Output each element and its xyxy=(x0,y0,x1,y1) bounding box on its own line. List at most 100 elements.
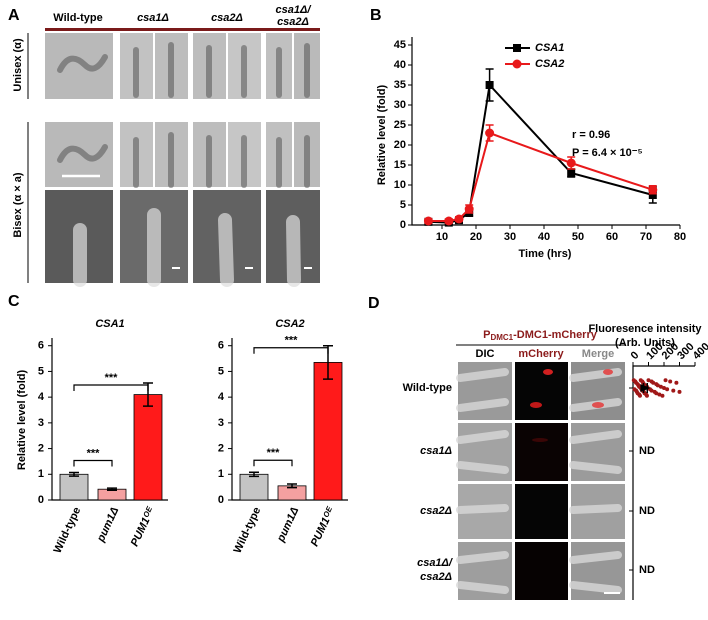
value-label: ND xyxy=(639,564,655,576)
dot xyxy=(654,391,659,396)
y-tick-label: 5 xyxy=(400,199,406,211)
x-axis-label: Time (hrs) xyxy=(519,248,572,260)
chart-title: CSA2 xyxy=(275,318,304,330)
significance-bracket xyxy=(73,459,113,467)
x-tick-label: 40 xyxy=(538,231,550,243)
y-tick-label: 0 xyxy=(38,494,44,506)
y-tick-label: 3 xyxy=(38,417,44,429)
dot xyxy=(677,389,682,394)
row-label: Bisex (α × a) xyxy=(12,172,24,237)
column-label: csa1Δ/ xyxy=(276,4,313,16)
x-tick-label: Wild-type xyxy=(232,505,264,555)
x-tick-label: 60 xyxy=(606,231,618,243)
panel-d-images xyxy=(456,344,626,600)
legend-marker xyxy=(513,44,521,52)
y-axis-label: Relative level (fold) xyxy=(16,370,28,471)
y-tick-label: 20 xyxy=(394,139,406,151)
column-label: Merge xyxy=(582,348,614,360)
marker xyxy=(444,216,454,226)
significance-label: *** xyxy=(267,447,281,459)
micrograph xyxy=(45,33,113,99)
value-label: ND xyxy=(639,445,655,457)
significance-label: *** xyxy=(105,372,119,384)
y-tick-label: 15 xyxy=(394,159,406,171)
bar xyxy=(313,362,343,501)
construct-name: -DMC1-mCherry xyxy=(513,329,598,341)
dot xyxy=(655,383,660,388)
dot xyxy=(658,384,663,389)
mcherry-image xyxy=(515,542,568,600)
y-tick-label: 1 xyxy=(38,468,44,480)
column-label: DIC xyxy=(476,348,495,360)
header-rule xyxy=(45,28,320,31)
legend-label: CSA1 xyxy=(535,42,564,54)
row-label: csa2Δ xyxy=(420,571,452,583)
panel-a-images xyxy=(45,28,320,287)
annotation: r = 0.96 xyxy=(572,129,610,141)
marker xyxy=(454,214,464,224)
panel-letter: C xyxy=(8,293,20,310)
y-tick-label: 40 xyxy=(394,59,406,71)
column-label: csa2Δ xyxy=(211,12,243,24)
column-label: mCherry xyxy=(518,348,564,360)
marker xyxy=(566,158,576,168)
dot xyxy=(651,380,656,385)
dot xyxy=(662,386,666,390)
marker xyxy=(423,216,433,226)
y-axis-label: Relative level (fold) xyxy=(376,85,388,186)
y-tick-label: 4 xyxy=(218,391,225,403)
significance-bracket xyxy=(73,384,149,391)
chart-title: CSA1 xyxy=(95,318,124,330)
panel-letter: D xyxy=(368,295,380,312)
value-label: ND xyxy=(639,505,655,517)
y-tick-label: 45 xyxy=(394,39,406,51)
bar xyxy=(59,473,89,501)
x-tick-label: 400 xyxy=(691,341,708,362)
dot xyxy=(660,393,665,398)
column-label: csa2Δ xyxy=(277,16,309,28)
y-tick-label: 6 xyxy=(218,340,224,352)
x-tick-label: 10 xyxy=(436,231,448,243)
marker xyxy=(648,185,658,195)
mcherry-image xyxy=(515,423,568,481)
row-label: csa2Δ xyxy=(420,505,452,517)
marker xyxy=(485,128,495,138)
column-label: csa1Δ xyxy=(137,12,169,24)
dot xyxy=(674,380,679,385)
x-tick-label: 20 xyxy=(470,231,482,243)
bar xyxy=(239,473,269,501)
panel-letter: B xyxy=(370,7,382,24)
y-tick-label: 2 xyxy=(218,442,224,454)
x-tick-label: 50 xyxy=(572,231,584,243)
chart-subtitle: (Arb. Units) xyxy=(615,337,675,349)
y-tick-label: 30 xyxy=(394,99,406,111)
column-label: Wild-type xyxy=(53,12,102,24)
significance-label: *** xyxy=(87,447,101,459)
legend-marker xyxy=(512,59,522,69)
marker xyxy=(464,204,474,214)
error-bar xyxy=(249,471,259,478)
error-bar xyxy=(287,483,297,489)
dot xyxy=(663,378,668,383)
marker xyxy=(485,81,494,89)
panel-letter: A xyxy=(8,7,20,24)
significance-bracket xyxy=(253,459,293,467)
error-bar xyxy=(69,471,79,477)
mean-marker xyxy=(640,384,651,392)
row-label: csa1Δ xyxy=(420,445,452,457)
x-tick-label: pum1Δ xyxy=(275,505,302,544)
y-tick-label: 10 xyxy=(394,179,406,191)
x-tick-label: Wild-type xyxy=(52,505,84,555)
y-tick-label: 5 xyxy=(218,365,224,377)
dot xyxy=(671,388,676,393)
y-tick-label: 0 xyxy=(400,219,406,231)
significance-label: *** xyxy=(285,335,299,347)
y-tick-label: 4 xyxy=(38,391,45,403)
error-bar xyxy=(107,487,117,491)
x-tick-label: 70 xyxy=(640,231,652,243)
x-tick-label: PUM1ᴼᴱ xyxy=(129,505,158,549)
marker xyxy=(567,169,576,177)
construct-prefix: P xyxy=(483,329,490,341)
x-tick-label: 80 xyxy=(674,231,686,243)
